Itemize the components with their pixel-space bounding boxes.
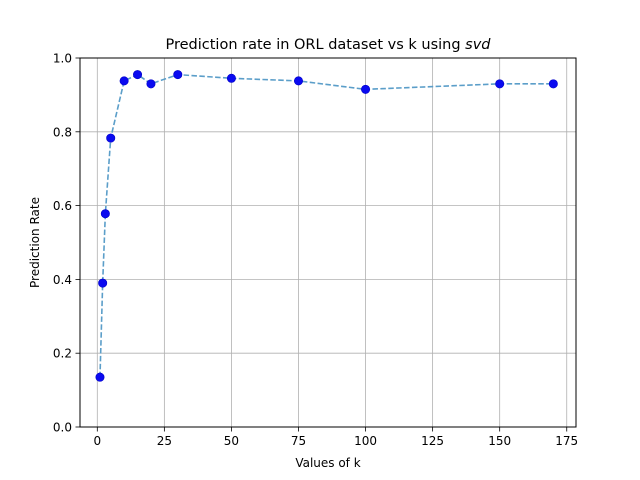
chart-title: Prediction rate in ORL dataset vs k usin… <box>165 37 491 53</box>
data-point <box>548 79 558 89</box>
y-tick-label: 0.0 <box>53 421 72 435</box>
data-point <box>495 79 505 89</box>
y-tick-label: 1.0 <box>53 52 72 66</box>
x-tick-label: 175 <box>555 434 578 448</box>
x-tick-label: 150 <box>488 434 511 448</box>
x-tick-label: 75 <box>291 434 306 448</box>
chart-title-main: Prediction rate in ORL dataset vs k usin… <box>165 37 465 53</box>
x-tick-label: 100 <box>354 434 377 448</box>
y-tick-label: 0.4 <box>53 273 72 287</box>
data-point <box>133 70 143 80</box>
y-tick-label: 0.8 <box>53 125 72 139</box>
chart-title-emphasis: svd <box>465 37 491 53</box>
y-tick-label: 0.6 <box>53 199 72 213</box>
x-axis-label: Values of k <box>295 456 360 470</box>
data-point <box>95 372 105 382</box>
data-point <box>173 70 183 80</box>
y-axis-label: Prediction Rate <box>28 197 42 288</box>
y-tick-label: 0.2 <box>53 347 72 361</box>
ticks: 0 25 50 75 100 125 150 175 0.0 0.2 0.4 0.6 0.8 1.0 <box>53 52 578 449</box>
data-point <box>106 133 116 143</box>
data-point <box>119 76 129 86</box>
data-point <box>98 278 108 288</box>
data-point <box>100 209 110 219</box>
data-point <box>226 73 236 83</box>
x-tick-label: 0 <box>93 434 101 448</box>
data-point <box>361 84 371 94</box>
x-tick-label: 25 <box>157 434 172 448</box>
x-tick-label: 50 <box>224 434 239 448</box>
data-point <box>146 79 156 89</box>
x-tick-label: 125 <box>421 434 444 448</box>
series <box>95 70 558 382</box>
data-point <box>293 76 303 86</box>
plot-frame <box>79 57 577 428</box>
